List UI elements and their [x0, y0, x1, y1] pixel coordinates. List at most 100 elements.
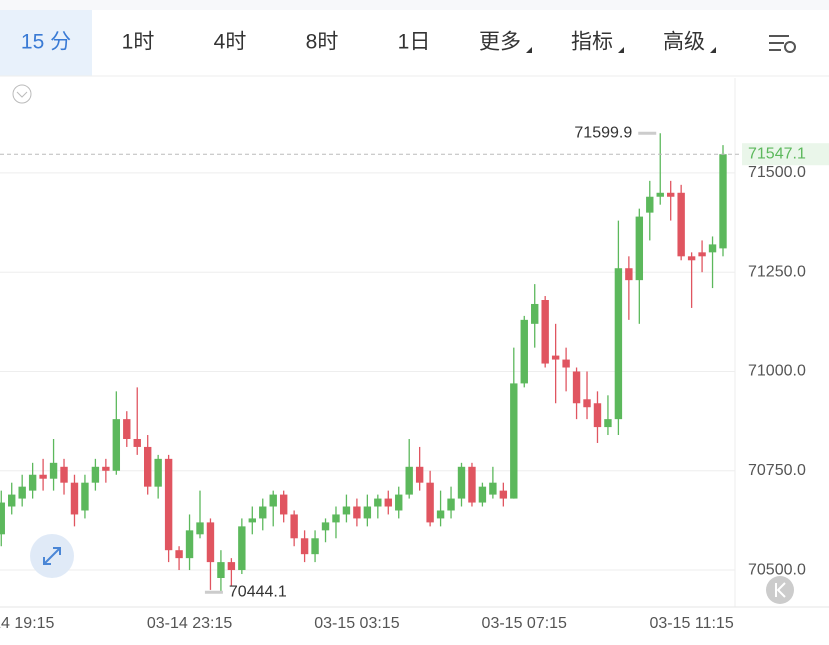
candle-body: [248, 518, 256, 523]
x-tick-label: 03-14 23:15: [147, 615, 233, 632]
candle-body: [531, 303, 539, 324]
candle-body: [708, 244, 717, 253]
candle-body: [91, 466, 100, 483]
candle-body: [39, 474, 47, 479]
collapse-chevron: [16, 91, 28, 98]
y-tick-label: 70500.0: [748, 561, 806, 578]
candle-body: [415, 466, 424, 483]
menu-caret: [618, 47, 624, 53]
candle-body: [677, 192, 685, 257]
candle-body: [217, 562, 225, 578]
time-tab[interactable]: 1时: [122, 31, 155, 54]
candle-body: [269, 494, 277, 507]
candle-body: [541, 299, 549, 364]
candle-body: [196, 522, 204, 535]
candle-body: [123, 419, 131, 439]
candle-body: [311, 538, 319, 555]
candle-body: [144, 446, 152, 487]
candle-body: [175, 550, 183, 559]
candle-body: [562, 359, 570, 368]
candle-body: [164, 458, 173, 551]
last-price-box: [742, 143, 829, 166]
candle-body: [81, 482, 89, 511]
time-tab[interactable]: 4时: [214, 31, 247, 54]
candle-body: [436, 510, 445, 519]
candle-body: [363, 506, 372, 519]
candle-body: [353, 506, 361, 519]
scroll-end-button[interactable]: [766, 576, 794, 604]
menu-tab[interactable]: 指标: [571, 31, 613, 54]
candle-body: [133, 438, 141, 447]
candle-body: [70, 482, 79, 515]
time-tab[interactable]: 1日: [398, 31, 431, 54]
x-tick-label: 03-15 03:15: [314, 615, 400, 632]
menu-caret: [526, 47, 532, 53]
menu-caret: [710, 47, 716, 53]
candle-body: [489, 482, 497, 495]
candle-body: [698, 252, 706, 257]
y-tick-label: 71000.0: [748, 363, 806, 380]
collapse-icon[interactable]: [12, 84, 32, 104]
x-tick-label: 03-14 19:15: [0, 615, 55, 632]
menu-tab[interactable]: 高级: [663, 31, 705, 54]
candle-body: [614, 268, 623, 420]
candle-body: [510, 383, 518, 499]
time-tab[interactable]: 8时: [306, 31, 339, 54]
last-price-label: 71547.1: [748, 145, 806, 162]
candle-body: [520, 319, 528, 384]
candle-body: [8, 494, 16, 507]
candle-body: [593, 403, 602, 428]
candle-body: [572, 371, 581, 404]
menu-tab[interactable]: 更多: [479, 31, 521, 54]
candle-body: [604, 419, 612, 428]
candle-body: [300, 538, 309, 555]
candle-body: [499, 490, 508, 499]
candle-body: [656, 192, 664, 197]
candle-body: [625, 268, 633, 281]
candle-body: [374, 498, 382, 507]
x-tick-label: 03-15 07:15: [482, 615, 568, 632]
candle-body: [28, 474, 37, 491]
plot: [0, 133, 735, 593]
candle-body: [468, 466, 476, 503]
candle-body: [321, 522, 330, 531]
candle-body: [447, 498, 455, 511]
y-tick-label: 71500.0: [748, 164, 806, 181]
selected-tab-bg: [0, 10, 92, 76]
min-label: 70444.1: [229, 583, 287, 600]
candle-body: [551, 355, 560, 360]
candle-body: [0, 502, 5, 535]
candle-body: [395, 494, 403, 511]
candle-body: [719, 154, 727, 249]
time-tab[interactable]: 15 分: [21, 31, 71, 54]
candle-body: [154, 458, 162, 487]
candle-body: [457, 466, 466, 499]
x-tick-label: 03-15 11:15: [650, 615, 734, 632]
settings-icon[interactable]: [769, 35, 796, 53]
candle-body: [60, 466, 68, 483]
candle-body: [279, 494, 288, 515]
candle-body: [646, 196, 654, 213]
candle-body: [259, 506, 267, 519]
max-label: 71599.9: [574, 124, 632, 141]
candle-body: [583, 399, 591, 408]
y-tick-label: 71250.0: [748, 263, 806, 280]
status-bar: [0, 0, 829, 10]
candle-body: [102, 466, 110, 471]
candle-body: [185, 530, 194, 559]
candle-body: [18, 486, 26, 499]
fullscreen-icon: [43, 547, 61, 565]
candle-body: [384, 498, 392, 507]
candle-body: [112, 419, 121, 471]
candle-body: [332, 514, 340, 523]
candle-body: [687, 256, 696, 261]
y-tick-label: 70750.0: [748, 462, 806, 479]
scroll-end-icon: [775, 582, 786, 598]
candle-body: [478, 486, 487, 503]
candle-body: [206, 522, 215, 563]
candle-body: [342, 506, 351, 515]
candle-body: [426, 482, 434, 523]
candle-body: [238, 526, 246, 571]
candle-body: [49, 462, 58, 479]
